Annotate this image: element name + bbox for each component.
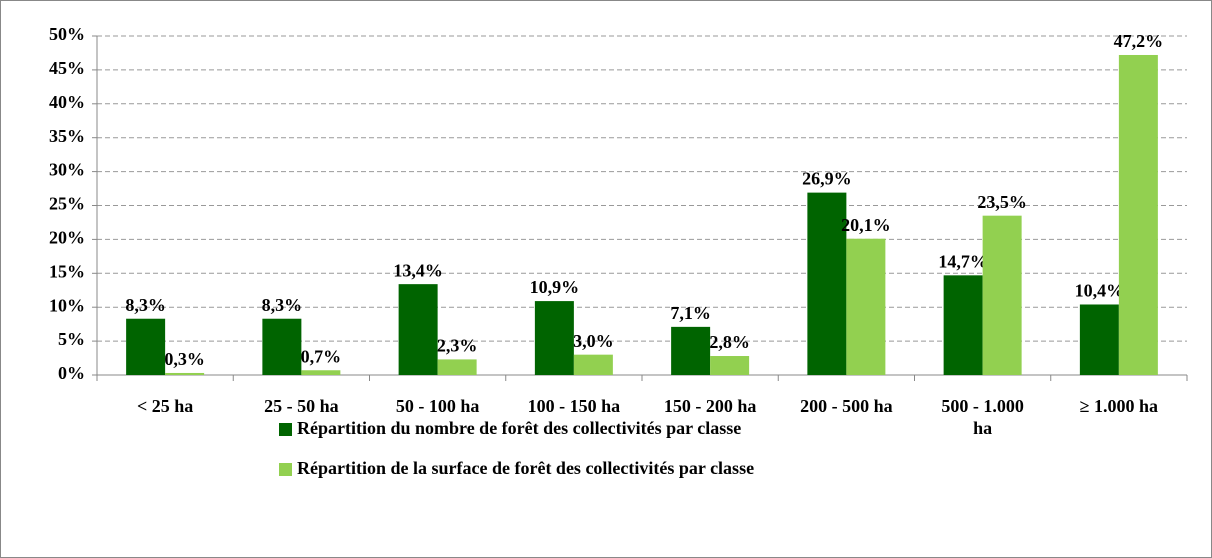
data-label: 20,1% xyxy=(841,215,891,235)
data-label: 8,3% xyxy=(262,295,303,315)
data-label: 10,4% xyxy=(1075,281,1125,301)
y-tick-label: 45% xyxy=(49,58,85,78)
bar xyxy=(982,215,1022,375)
bar xyxy=(437,359,477,375)
legend-swatch xyxy=(279,463,292,476)
legend-label: Répartition du nombre de forêt des colle… xyxy=(297,418,741,438)
data-label: 8,3% xyxy=(125,295,166,315)
bar xyxy=(262,318,302,375)
y-tick-label: 15% xyxy=(49,261,85,281)
y-tick-label: 35% xyxy=(49,126,85,146)
bar xyxy=(165,372,205,375)
bar xyxy=(710,356,750,375)
bar xyxy=(943,275,983,375)
y-tick-label: 20% xyxy=(49,228,85,248)
data-label: 14,7% xyxy=(938,251,988,271)
data-label: 10,9% xyxy=(530,277,580,297)
y-tick-label: 30% xyxy=(49,160,85,180)
x-tick-label: 25 - 50 ha xyxy=(264,396,339,416)
bar xyxy=(1079,304,1119,375)
data-label: 2,8% xyxy=(709,332,750,352)
data-label: 0,7% xyxy=(301,346,342,366)
x-tick-label: 100 - 150 ha xyxy=(527,396,621,416)
data-label: 0,3% xyxy=(164,349,205,369)
data-label: 23,5% xyxy=(977,192,1027,212)
x-tick-label: 500 - 1.000 ha xyxy=(941,396,1024,438)
data-label: 47,2% xyxy=(1114,31,1164,51)
y-tick-label: 40% xyxy=(49,92,85,112)
legend-swatch xyxy=(279,423,292,436)
bar xyxy=(126,318,166,375)
y-tick-label: 50% xyxy=(49,24,85,44)
x-tick-label: 150 - 200 ha xyxy=(663,396,757,416)
data-label: 3,0% xyxy=(573,331,614,351)
bar xyxy=(301,370,341,375)
bar xyxy=(807,192,847,375)
data-label: 13,4% xyxy=(393,260,443,280)
data-label: 2,3% xyxy=(437,336,478,356)
legend-label: Répartition de la surface de forêt des c… xyxy=(297,458,754,478)
bar xyxy=(846,238,886,375)
x-tick-label: < 25 ha xyxy=(136,396,194,416)
bar xyxy=(573,354,613,375)
bar xyxy=(671,326,711,375)
x-tick-label: 50 - 100 ha xyxy=(395,396,480,416)
y-tick-label: 0% xyxy=(58,363,85,383)
bar xyxy=(1118,54,1158,375)
y-tick-label: 25% xyxy=(49,194,85,214)
bar xyxy=(398,284,438,375)
bar xyxy=(534,301,574,375)
x-tick-label: 200 - 500 ha xyxy=(800,396,893,416)
data-label: 26,9% xyxy=(802,169,852,189)
data-label: 7,1% xyxy=(670,303,711,323)
y-tick-label: 10% xyxy=(49,295,85,315)
x-tick-label: ≥ 1.000 ha xyxy=(1079,396,1159,416)
y-tick-label: 5% xyxy=(58,329,85,349)
